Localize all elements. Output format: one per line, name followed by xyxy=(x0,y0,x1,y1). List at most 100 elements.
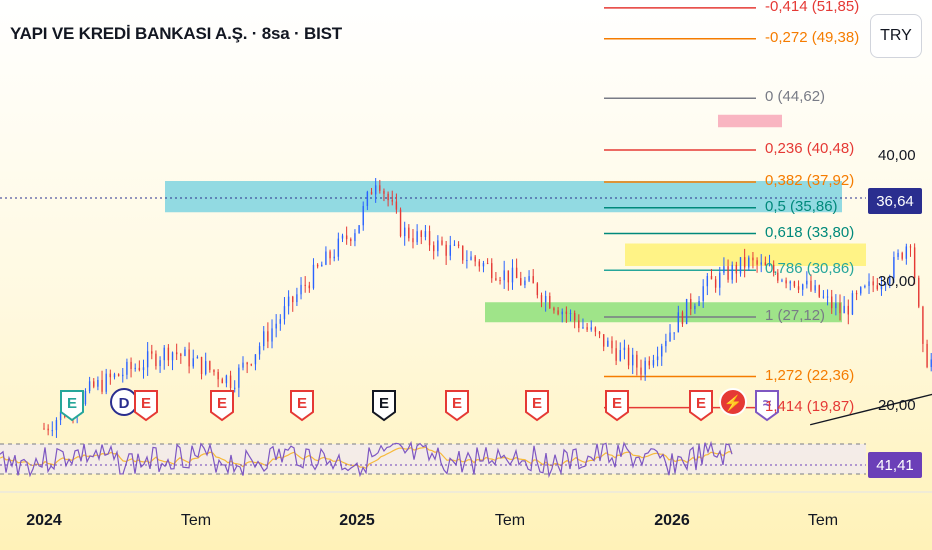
candle-body xyxy=(781,280,783,282)
event-marker-earnings[interactable]: E xyxy=(210,390,234,422)
candle-body xyxy=(524,280,526,286)
candle-body xyxy=(399,209,402,237)
candle-body xyxy=(590,327,592,330)
candle-body xyxy=(582,327,584,329)
candle-body xyxy=(632,354,634,366)
candle-body xyxy=(453,244,456,246)
candle-body xyxy=(503,270,505,281)
currency-button[interactable]: TRY xyxy=(870,14,922,58)
fib-level-label: 1,272 (22,36) xyxy=(765,366,855,384)
event-marker-shape xyxy=(210,390,234,422)
candle-body xyxy=(470,256,472,261)
fib-level-label: 0,382 (37,92) xyxy=(765,172,855,189)
candle-body xyxy=(192,358,194,367)
event-marker-indicator[interactable]: ≈ xyxy=(755,390,779,422)
event-marker-shape xyxy=(525,390,549,422)
candle-body xyxy=(466,260,468,262)
candle-body xyxy=(117,374,120,377)
candle-body xyxy=(602,334,605,347)
candle-body xyxy=(627,347,630,366)
fib-level-label: 1 (27,12) xyxy=(765,307,826,324)
candle-body xyxy=(669,332,671,341)
event-marker-label: E xyxy=(379,395,389,412)
candle-body xyxy=(797,286,800,290)
candle-body xyxy=(304,284,306,286)
candle-body xyxy=(801,284,804,290)
candle-body xyxy=(723,266,725,273)
event-marker-shape xyxy=(719,388,747,416)
event-marker-earnings[interactable]: E xyxy=(525,390,549,422)
candle-body xyxy=(772,264,775,273)
fib-level-label: 0 (44,62) xyxy=(765,88,826,106)
candle-body xyxy=(868,281,870,286)
event-marker-label: E xyxy=(297,395,307,412)
candle-body xyxy=(540,295,543,303)
candle-body xyxy=(760,262,762,265)
event-marker-earnings[interactable]: E xyxy=(134,390,158,422)
candle-body xyxy=(457,244,460,246)
candle-body xyxy=(209,361,211,370)
fib-level-label: 0,786 (30,86) xyxy=(765,260,855,278)
candle-body xyxy=(213,369,215,373)
candle-body xyxy=(623,347,626,351)
candle-body xyxy=(918,277,920,307)
candle-body xyxy=(258,346,261,355)
fib-level-label: 1,414 (19,87) xyxy=(765,397,855,415)
event-marker-split[interactable]: ⚡ xyxy=(719,388,747,416)
candle-body xyxy=(138,367,141,371)
fib-level-label: 0,5 (35,86) xyxy=(765,197,838,215)
event-marker-dividend[interactable]: D xyxy=(110,388,138,416)
event-marker-shape xyxy=(60,390,84,422)
candle-body xyxy=(544,295,547,303)
candle-body xyxy=(354,233,356,242)
candle-body xyxy=(88,381,91,392)
candle-body xyxy=(159,360,161,367)
candle-body xyxy=(764,262,767,266)
event-marker-shape xyxy=(689,390,713,422)
candle-body xyxy=(250,364,252,366)
candle-body xyxy=(441,240,443,245)
candle-body xyxy=(694,305,696,310)
candle-body xyxy=(719,272,721,288)
event-marker-earnings[interactable]: E xyxy=(290,390,314,422)
fib-level-label: -0,414 (51,85) xyxy=(765,0,860,15)
candle-body xyxy=(499,280,501,282)
candle-body xyxy=(238,367,240,388)
event-marker-shape xyxy=(605,390,629,422)
time-tick: 2025 xyxy=(339,512,375,529)
candle-body xyxy=(300,284,302,295)
candle-body xyxy=(296,294,298,303)
candle-body xyxy=(312,264,315,289)
event-marker-earnings-past[interactable]: E xyxy=(60,390,84,422)
candle-body xyxy=(130,361,132,370)
event-marker-shape xyxy=(445,390,469,422)
event-marker-earnings-dark[interactable]: E xyxy=(372,390,396,422)
candle-body xyxy=(727,266,729,280)
candle-body xyxy=(739,257,742,274)
candle-body xyxy=(681,312,684,324)
candle-body xyxy=(777,272,779,281)
candle-body xyxy=(557,310,559,315)
candle-body xyxy=(350,239,352,242)
candle-body xyxy=(175,352,178,355)
candle-body xyxy=(855,293,858,295)
candle-body xyxy=(246,362,248,365)
event-marker-earnings[interactable]: E xyxy=(605,390,629,422)
candle-body xyxy=(640,367,642,375)
candle-body xyxy=(752,257,754,261)
candle-body xyxy=(345,235,348,240)
event-marker-label: E xyxy=(612,395,622,412)
candle-body xyxy=(889,277,891,284)
candle-body xyxy=(486,263,489,265)
candle-body xyxy=(337,238,340,257)
candle-body xyxy=(151,351,153,354)
candle-body xyxy=(930,359,932,368)
event-marker-earnings[interactable]: E xyxy=(445,390,469,422)
event-marker-shape xyxy=(290,390,314,422)
event-marker-label: D xyxy=(119,395,130,412)
event-marker-label: E xyxy=(67,395,77,412)
event-marker-earnings[interactable]: E xyxy=(689,390,713,422)
event-marker-shape xyxy=(372,390,396,422)
